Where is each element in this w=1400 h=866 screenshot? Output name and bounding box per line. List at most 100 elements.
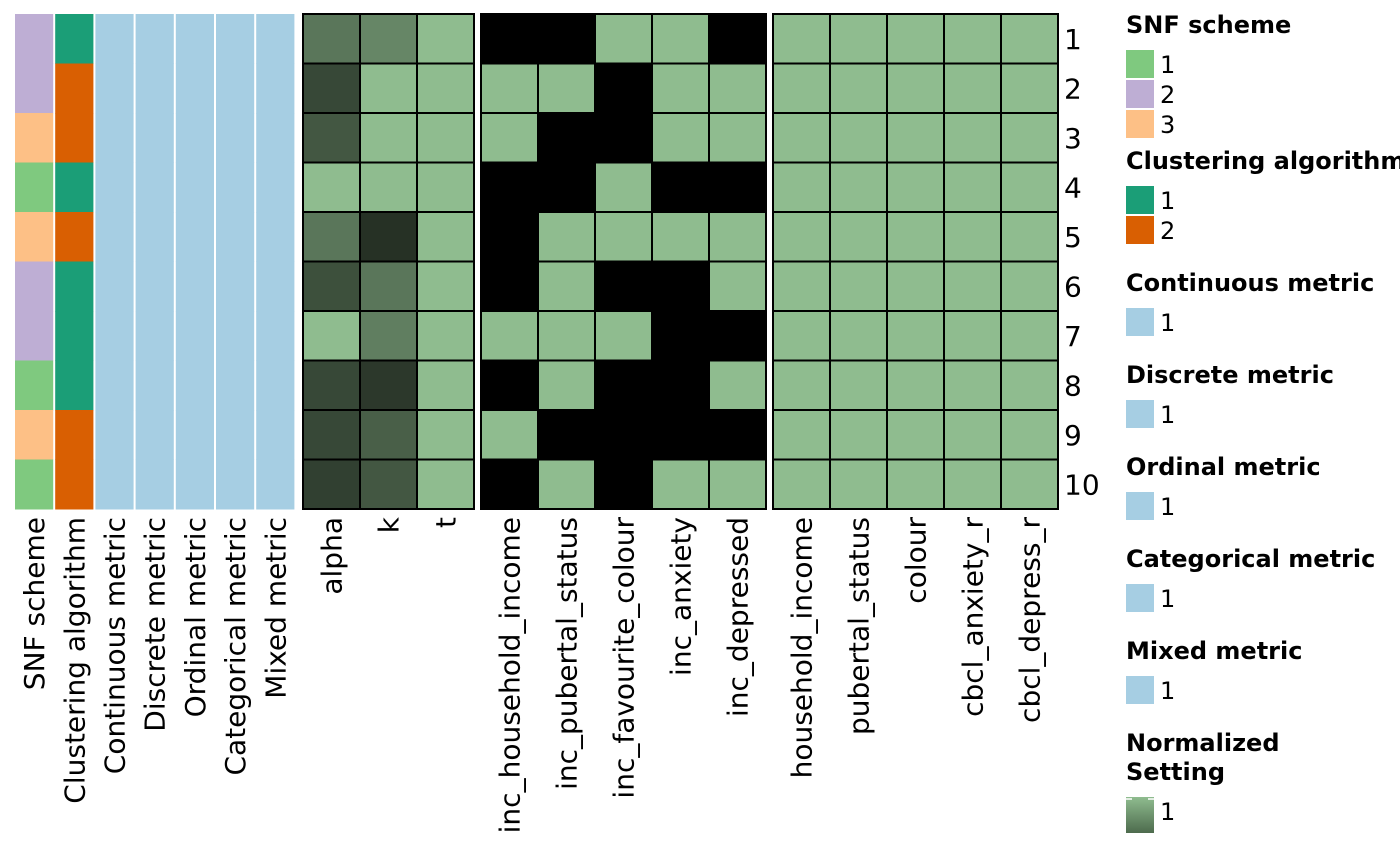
inclusion-cell [651, 260, 710, 312]
inclusion-cell [594, 211, 653, 263]
inclusion-cell [594, 359, 653, 411]
settings-cell [359, 211, 418, 263]
settings-cell [359, 62, 418, 114]
annotation-cell [175, 261, 214, 312]
annotation-cell [15, 261, 54, 312]
settings-cell [416, 112, 475, 164]
annotation-cell [256, 311, 295, 361]
inclusion-cell [651, 112, 710, 164]
annotation-cell [175, 459, 214, 510]
row-label: 3 [1064, 122, 1082, 155]
distance-cell [829, 211, 888, 263]
distance-column-label: cbcl_anxiety_r [957, 517, 990, 717]
distance-cell [829, 409, 888, 461]
annotation-cell [55, 14, 94, 64]
annotation-cell [216, 162, 255, 213]
settings-cell [302, 161, 361, 213]
annotation-cell [15, 63, 54, 114]
inclusion-column-label: inc_depressed [722, 517, 755, 717]
distance-cell [943, 260, 1002, 312]
distance-cell [886, 161, 945, 213]
annotation-cell [216, 311, 255, 361]
annotation-cell [95, 360, 134, 411]
distance-cell [829, 13, 888, 65]
settings-cell [302, 260, 361, 312]
inclusion-cell [594, 62, 653, 114]
annotation-cell [216, 63, 255, 114]
settings-cell [302, 409, 361, 461]
annotation-column-label: Discrete metric [139, 517, 172, 732]
annotation-cell [15, 14, 54, 64]
annotation-cell [135, 311, 174, 361]
row-label: 7 [1064, 320, 1082, 353]
settings-cell [416, 260, 475, 312]
annotation-cell [256, 360, 295, 411]
distance-cell [772, 211, 831, 263]
distance-column-label: colour [900, 517, 933, 604]
annotation-cell [216, 410, 255, 460]
settings-cell [302, 310, 361, 362]
settings-cell [302, 359, 361, 411]
inclusion-cell [537, 13, 596, 65]
distance-cell [772, 62, 831, 114]
annotation-cell [216, 113, 255, 163]
distance-cell [1000, 161, 1059, 213]
annotation-cell [175, 410, 214, 460]
annotation-column-label: SNF scheme [18, 517, 51, 690]
inclusion-cell [480, 13, 539, 65]
annotation-cell [15, 459, 54, 510]
legend-label: 1 [1160, 51, 1175, 79]
legend-label: 1 [1160, 493, 1175, 521]
inclusion-column-label: inc_favourite_colour [608, 517, 641, 799]
distance-cell [829, 458, 888, 510]
legend-swatch [1126, 308, 1154, 336]
legend-swatch [1126, 584, 1154, 612]
annotation-cell [135, 14, 174, 64]
annotation-cell [95, 311, 134, 361]
distance-cell [772, 112, 831, 164]
distance-cell [772, 13, 831, 65]
annotation-cell [95, 261, 134, 312]
inclusion-column-label: inc_anxiety [665, 517, 698, 676]
inclusion-cell [594, 112, 653, 164]
settings-cell [359, 161, 418, 213]
legend-label: 1 [1160, 309, 1175, 337]
row-label: 8 [1064, 369, 1082, 402]
inclusion-column-label: inc_pubertal_status [551, 517, 584, 790]
inclusion-cell [708, 260, 767, 312]
settings-cell [359, 310, 418, 362]
distance-column-label: household_income [786, 517, 819, 778]
legend-swatch [1126, 797, 1154, 833]
annotation-cell [175, 212, 214, 262]
settings-cell [302, 62, 361, 114]
distance-cell [772, 310, 831, 362]
settings-cell [416, 359, 475, 411]
inclusion-cell [594, 13, 653, 65]
legend-swatch [1126, 50, 1154, 78]
inclusion-cell [651, 359, 710, 411]
annotation-column-label: Mixed metric [259, 517, 292, 699]
annotation-cell [175, 113, 214, 163]
legend-title: Categorical metric [1126, 545, 1375, 573]
distance-cell [886, 211, 945, 263]
annotation-cell [135, 162, 174, 213]
annotation-column-label: Clustering algorithm [58, 517, 91, 804]
inclusion-cell [480, 211, 539, 263]
inclusion-cell [594, 260, 653, 312]
row-label: 4 [1064, 171, 1082, 204]
legend-swatch [1126, 676, 1154, 704]
distance-cell [1000, 112, 1059, 164]
annotation-cell [55, 212, 94, 262]
inclusion-cell [708, 458, 767, 510]
inclusion-cell [651, 409, 710, 461]
setting-column-label: k [373, 516, 406, 533]
annotation-cell [256, 212, 295, 262]
inclusion-cell [708, 310, 767, 362]
settings-cell [302, 458, 361, 510]
annotation-cell [216, 212, 255, 262]
annotation-cell [15, 311, 54, 361]
annotation-cell [256, 14, 295, 64]
distance-cell [829, 359, 888, 411]
inclusion-cell [651, 310, 710, 362]
